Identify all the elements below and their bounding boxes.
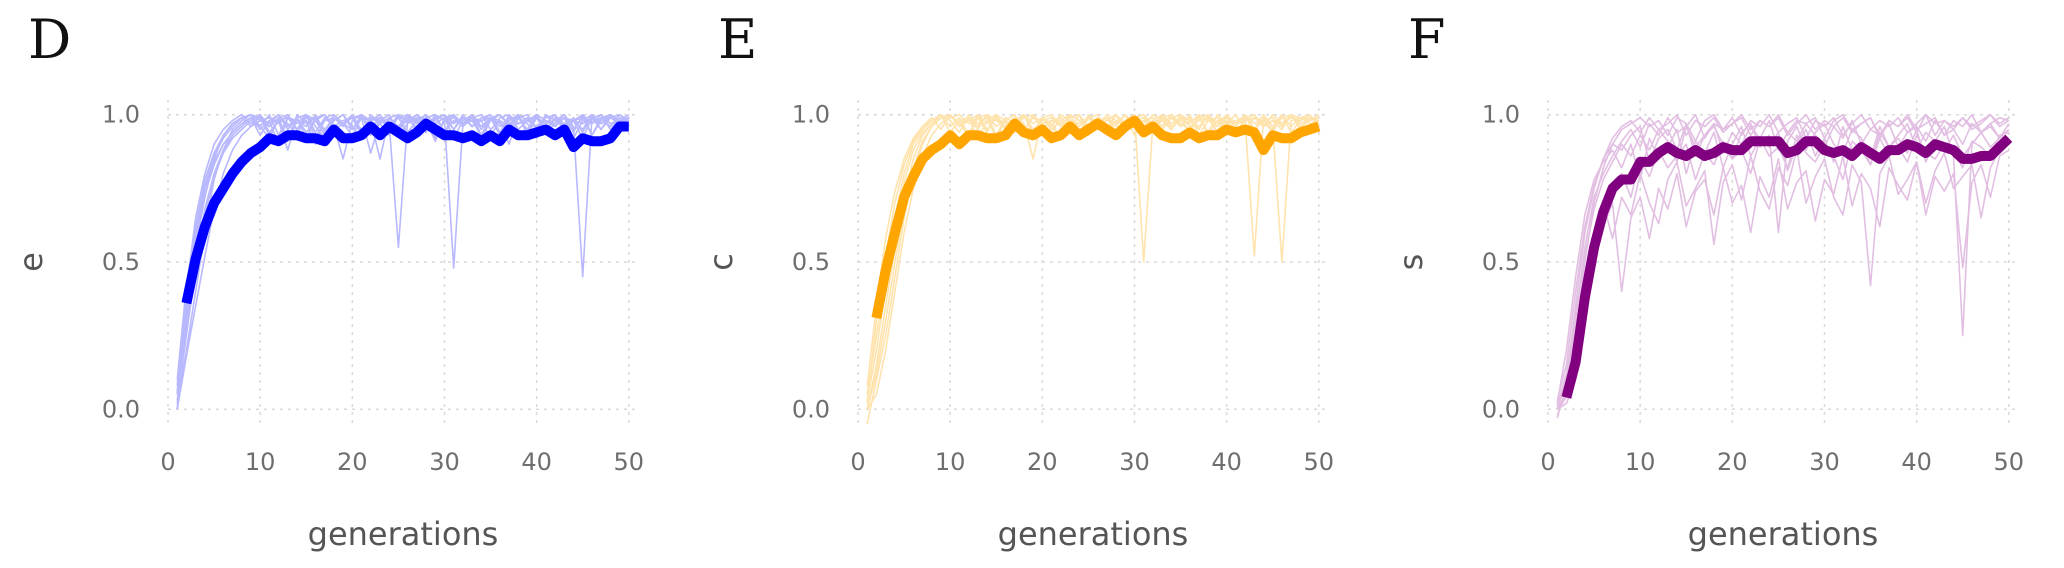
x-tick-label: 30 bbox=[429, 448, 460, 476]
y-tick-label: 0.5 bbox=[102, 248, 140, 276]
panel-letter: F bbox=[1408, 8, 1445, 71]
x-tick-label: 40 bbox=[1901, 448, 1932, 476]
individual-run-line bbox=[866, 113, 1320, 401]
mean-line bbox=[1561, 134, 2013, 399]
x-tick-label: 20 bbox=[1717, 448, 1748, 476]
y-tick-label: 0.0 bbox=[1482, 395, 1520, 423]
individual-run-line bbox=[1556, 131, 2010, 410]
x-tick-label: 10 bbox=[935, 448, 966, 476]
x-tick-label: 50 bbox=[1304, 448, 1335, 476]
individual-run-line bbox=[176, 113, 630, 392]
individual-run-line bbox=[176, 113, 630, 386]
x-tick-label: 20 bbox=[1027, 448, 1058, 476]
panel-letter: E bbox=[718, 8, 757, 71]
individual-run-line bbox=[1556, 149, 2010, 410]
y-tick-label: 0.5 bbox=[792, 248, 830, 276]
individual-run-line bbox=[866, 113, 1320, 386]
x-tick-label: 10 bbox=[1625, 448, 1656, 476]
x-tick-label: 10 bbox=[245, 448, 276, 476]
y-tick-label: 0.5 bbox=[1482, 248, 1520, 276]
panel-f: 0 10 20 30 40 50 0.0 0.5 1.0 generations s F bbox=[1392, 8, 2024, 553]
y-tick-label: 1.0 bbox=[102, 101, 140, 129]
panel-d: 0 10 20 30 40 50 0.0 0.5 1.0 generations e D bbox=[12, 8, 644, 553]
x-axis-label: generations bbox=[1688, 515, 1879, 553]
x-tick-label: 30 bbox=[1809, 448, 1840, 476]
y-tick-label: 1.0 bbox=[1482, 101, 1520, 129]
x-tick-label: 20 bbox=[337, 448, 368, 476]
x-tick-label: 40 bbox=[521, 448, 552, 476]
x-tick-label: 50 bbox=[1994, 448, 2025, 476]
individual-run-line bbox=[1556, 143, 2010, 410]
x-tick-label: 0 bbox=[850, 448, 865, 476]
y-axis-label: e bbox=[12, 252, 50, 272]
individual-run-line bbox=[1556, 113, 2010, 401]
x-tick-label: 40 bbox=[1211, 448, 1242, 476]
individual-run-line bbox=[866, 113, 1320, 425]
y-tick-label: 1.0 bbox=[792, 101, 830, 129]
individual-run-line bbox=[866, 113, 1320, 404]
y-axis-label: c bbox=[702, 253, 740, 271]
x-tick-label: 30 bbox=[1119, 448, 1150, 476]
mean-line bbox=[181, 118, 629, 305]
x-tick-label: 0 bbox=[1540, 448, 1555, 476]
individual-run-line bbox=[176, 113, 630, 380]
individual-run-line bbox=[866, 113, 1320, 395]
panel-e: 0 10 20 30 40 50 0.0 0.5 1.0 generations c E bbox=[702, 8, 1334, 553]
y-tick-label: 0.0 bbox=[102, 395, 140, 423]
x-tick-label: 50 bbox=[614, 448, 645, 476]
x-tick-label: 0 bbox=[160, 448, 175, 476]
x-axis-label: generations bbox=[998, 515, 1189, 553]
mean-line bbox=[871, 115, 1321, 319]
y-axis-label: s bbox=[1392, 254, 1430, 271]
panel-letter: D bbox=[28, 8, 71, 71]
x-axis-label: generations bbox=[308, 515, 499, 553]
y-tick-label: 0.0 bbox=[792, 395, 830, 423]
